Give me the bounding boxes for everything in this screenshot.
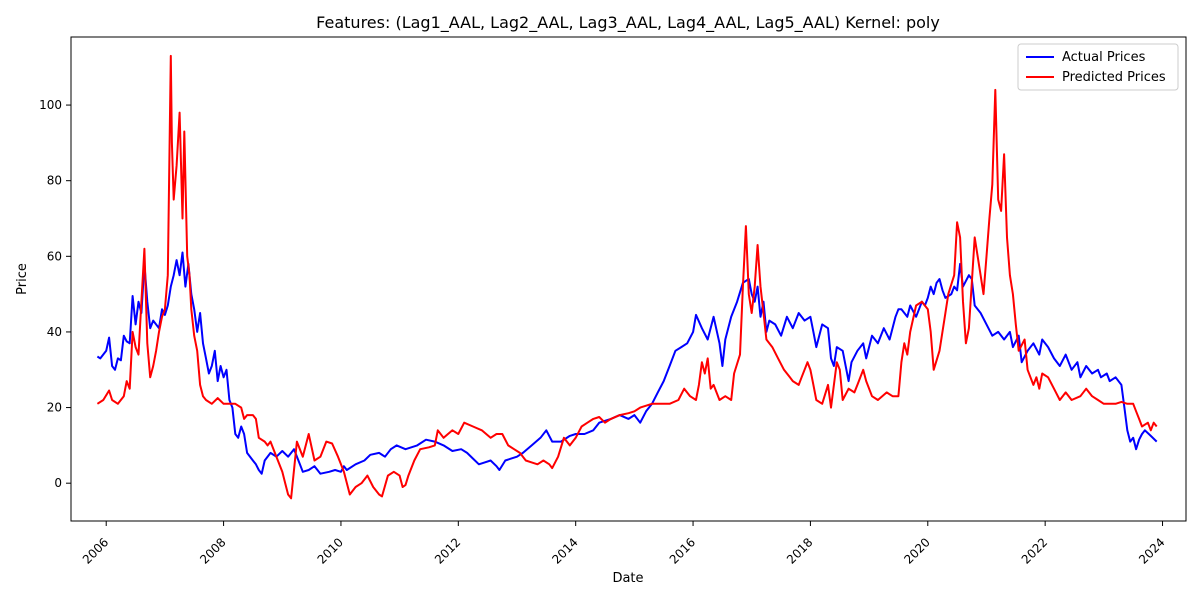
series-actual-prices-line — [96, 251, 1158, 475]
legend: Actual Prices Predicted Prices — [1017, 43, 1179, 91]
y-tick-label: 40 — [47, 325, 62, 339]
y-tick-label: 60 — [47, 249, 62, 263]
y-tick-label: 100 — [39, 98, 62, 112]
y-tick-label: 80 — [47, 174, 62, 188]
legend-label-actual: Actual Prices — [1062, 50, 1146, 65]
plot-lines — [96, 54, 1158, 500]
y-axis-ticks: 0 20 40 60 80 100 — [39, 98, 71, 490]
y-tick-label: 20 — [47, 401, 62, 415]
legend-label-predicted: Predicted Prices — [1062, 70, 1166, 85]
y-axis-label: Price — [15, 263, 30, 295]
chart-title: Features: (Lag1_AAL, Lag2_AAL, Lag3_AAL,… — [316, 13, 940, 33]
series-predicted-prices-line — [96, 54, 1158, 500]
plot-area-frame — [70, 36, 1187, 522]
legend-box — [1017, 43, 1179, 91]
x-axis-label: Date — [612, 571, 643, 586]
y-tick-label: 0 — [54, 476, 62, 490]
